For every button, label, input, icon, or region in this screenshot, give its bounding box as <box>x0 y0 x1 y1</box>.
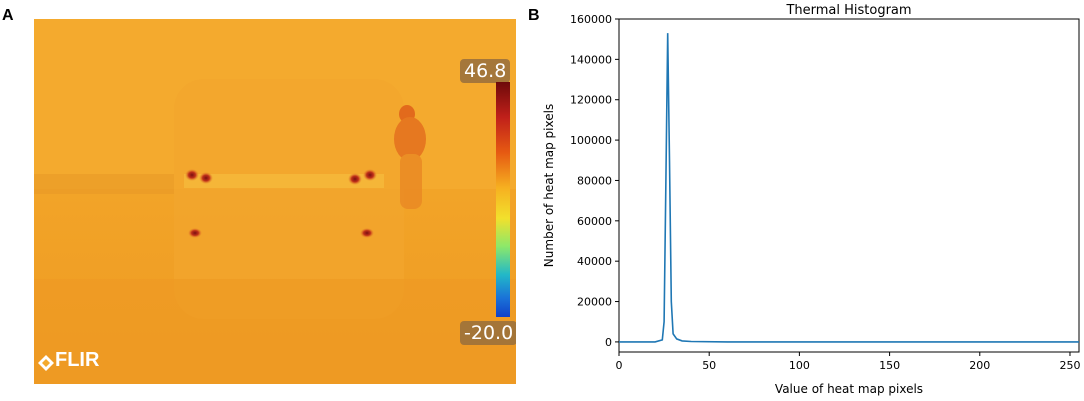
x-tick-label: 150 <box>879 359 900 372</box>
flir-logo-text: FLIR <box>55 349 100 371</box>
y-tick-label: 20000 <box>577 296 612 309</box>
y-tick-label: 100000 <box>570 134 612 147</box>
flir-logo: FLIR <box>38 349 99 372</box>
plot-frame <box>618 18 1080 353</box>
x-tick-label: 200 <box>969 359 990 372</box>
thermal-scene <box>34 19 516 384</box>
flir-diamond-icon <box>38 354 54 371</box>
histogram-series-line <box>619 33 1079 343</box>
y-tick-label: 80000 <box>577 174 612 187</box>
y-tick-label: 160000 <box>570 13 612 26</box>
x-axis: 0 50 100 150 200 250 <box>616 352 1080 372</box>
y-tick-label: 40000 <box>577 255 612 268</box>
hotspot <box>348 173 362 185</box>
panel-a-letter: A <box>2 7 14 24</box>
scale-max-label: 46.8 <box>460 59 511 83</box>
person-figure <box>394 105 426 209</box>
thermal-image: 46.8 -20.0 FLIR <box>34 19 516 384</box>
hotspot <box>188 228 202 238</box>
y-tick-label: 140000 <box>570 53 612 66</box>
y-axis: 0 20000 40000 60000 80000 100000 120000 140000 1… <box>570 13 619 349</box>
panel-b-letter: B <box>528 7 540 24</box>
y-tick-label: 0 <box>605 336 612 349</box>
x-tick-label: 250 <box>1059 359 1080 372</box>
x-tick-label: 50 <box>702 359 716 372</box>
x-tick-label: 0 <box>616 359 623 372</box>
y-tick-label: 60000 <box>577 215 612 228</box>
y-axis-title: Number of heat map pixels <box>542 104 556 267</box>
y-tick-label: 120000 <box>570 94 612 107</box>
hotspot <box>185 169 199 181</box>
x-axis-title: Value of heat map pixels <box>775 382 923 396</box>
chart-title: Thermal Histogram <box>785 3 911 18</box>
hotspot <box>199 172 213 184</box>
temperature-colorbar <box>496 82 510 317</box>
x-tick-label: 100 <box>789 359 810 372</box>
hotspot <box>360 228 374 238</box>
hotspot <box>363 169 377 181</box>
scale-min-label: -20.0 <box>460 321 516 345</box>
